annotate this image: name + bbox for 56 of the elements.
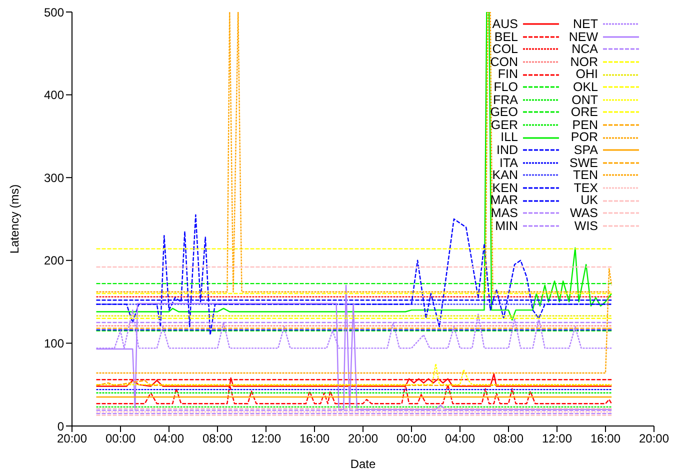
legend-label: WAS <box>568 206 599 220</box>
x-tick-label: 12:00 <box>250 432 282 446</box>
y-tick-label: 400 <box>44 88 64 102</box>
legend-label: ITA <box>498 156 519 170</box>
x-tick-label: 20:00 <box>56 432 88 446</box>
legend-label: KEN <box>491 180 519 195</box>
x-tick-label: 04:00 <box>154 432 184 446</box>
legend-label: GEO <box>489 105 519 120</box>
legend-label: AUS <box>491 17 519 31</box>
x-tick-label: 08:00 <box>493 432 524 446</box>
x-tick-label: 12:00 <box>542 432 572 446</box>
legend-label: ONT <box>570 92 599 107</box>
y-tick-label: 100 <box>44 336 64 350</box>
legend-label: NCA <box>570 42 599 56</box>
legend-label: NEW <box>568 30 599 44</box>
legend-label: NOR <box>569 54 599 69</box>
legend-label: PEN <box>571 118 599 132</box>
legend-label: MAS <box>490 206 519 220</box>
legend-label: FRA <box>492 92 519 107</box>
x-tick-label: 20:00 <box>638 432 670 446</box>
y-tick-label: 300 <box>44 170 64 185</box>
legend-label: POR <box>570 130 599 144</box>
legend-label: COL <box>491 42 519 56</box>
x-tick-label: 04:00 <box>444 432 476 446</box>
legend-label: ILL <box>500 130 519 144</box>
x-tick-label: 00:00 <box>105 432 136 446</box>
legend-label: TEN <box>572 168 599 182</box>
legend-label: NET <box>572 17 599 31</box>
y-tick-label: 500 <box>44 5 64 20</box>
legend-label: KAN <box>491 168 519 182</box>
legend-label: OKL <box>572 80 599 94</box>
legend-label: CON <box>489 54 519 69</box>
line-series <box>96 363 612 386</box>
legend-label: BEL <box>493 30 519 44</box>
legend-label: MAR <box>489 193 519 208</box>
legend-label: FIN <box>496 67 519 82</box>
legend-label: TEX <box>572 180 599 195</box>
y-axis-title: Latency (ms) <box>7 184 22 254</box>
x-axis-title: Date <box>350 457 376 470</box>
legend-label: FLO <box>492 80 519 94</box>
legend-label: WIS <box>573 218 599 232</box>
x-tick-label: 00:00 <box>396 432 427 446</box>
x-tick-label: 20:00 <box>348 432 378 446</box>
y-tick-label: 0 <box>57 419 64 434</box>
legend-label: GER <box>490 118 519 132</box>
x-tick-label: 08:00 <box>202 432 233 446</box>
legend-label: ORE <box>570 105 599 120</box>
x-tick-label: 16:00 <box>590 432 621 446</box>
legend-label: IND <box>495 142 519 157</box>
y-tick-label: 200 <box>44 254 64 268</box>
legend-label: SWE <box>568 156 599 170</box>
legend-label: OHI <box>574 67 599 82</box>
legend-label: SPA <box>572 142 599 157</box>
x-tick-label: 16:00 <box>299 432 330 446</box>
legend-label: UK <box>580 193 599 208</box>
legend-label: MIN <box>494 218 519 232</box>
